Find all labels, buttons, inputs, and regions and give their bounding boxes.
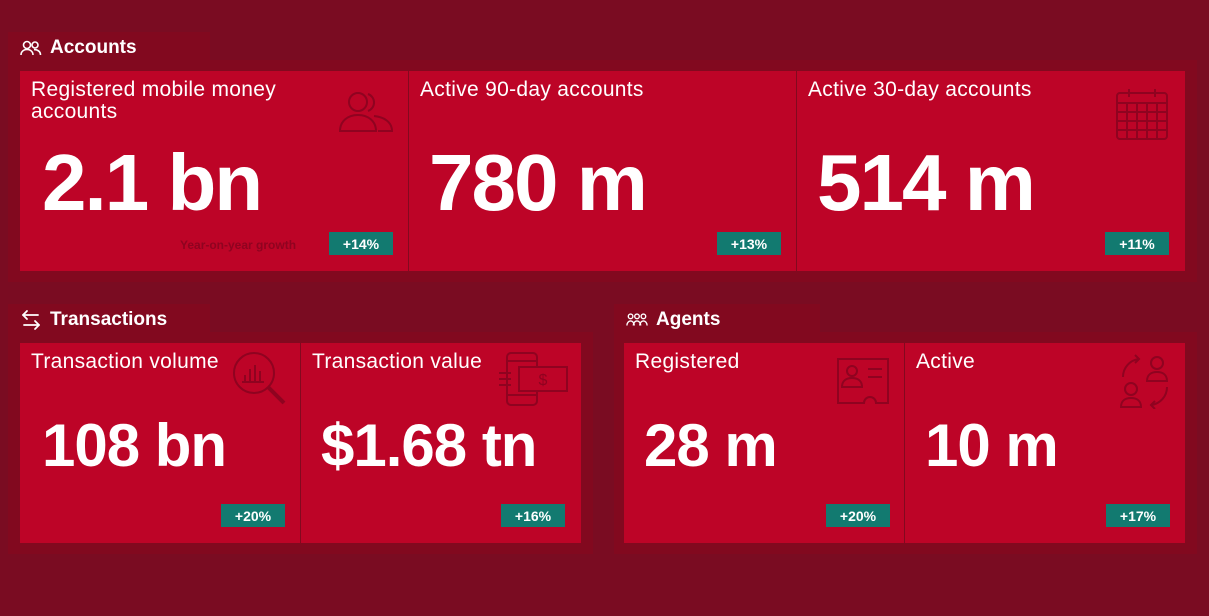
- card-value: 780 m: [429, 138, 648, 227]
- agents-section-title: Agents: [656, 309, 721, 330]
- card-title: Active 90-day accounts: [420, 78, 644, 101]
- card-registered-accounts: Registered mobile money accounts 2.1 bn …: [20, 71, 408, 271]
- growth-badge: +13%: [717, 232, 781, 255]
- swap-arrows-icon: [20, 309, 42, 331]
- accounts-section-title: Accounts: [50, 37, 137, 58]
- card-title: Active 30-day accounts: [808, 78, 1032, 101]
- card-value: 514 m: [817, 138, 1036, 227]
- card-value: 28 m: [644, 412, 778, 479]
- group-icon: [626, 309, 648, 331]
- card-title: Registered mobile money accounts: [31, 78, 277, 123]
- transactions-section-tab: Transactions: [8, 304, 210, 336]
- agents-section-tab: Agents: [614, 304, 820, 336]
- growth-label: Year-on-year growth: [180, 238, 297, 252]
- svg-text:$: $: [539, 372, 548, 389]
- card-title: Registered: [635, 350, 740, 373]
- growth-badge: +16%: [501, 504, 565, 527]
- phone-cash-icon: $: [497, 351, 569, 407]
- card-transaction-value: Transaction value $ $1.68 tn +16%: [301, 343, 581, 543]
- growth-badge: +20%: [221, 504, 285, 527]
- card-title: Transaction value: [312, 350, 483, 373]
- card-value: 10 m: [925, 412, 1059, 479]
- people-icon: [20, 37, 42, 59]
- calendar-icon: [1115, 87, 1169, 141]
- growth-badge: +20%: [826, 504, 890, 527]
- id-card-icon: [836, 357, 890, 405]
- growth-badge: +14%: [329, 232, 393, 255]
- transactions-section-title: Transactions: [50, 309, 168, 330]
- accounts-section-tab: Accounts: [8, 32, 210, 64]
- people-icon: [338, 89, 394, 133]
- card-active-90-day: Active 90-day accounts 780 m +13%: [409, 71, 796, 271]
- card-transaction-volume: Transaction volume 108 bn +20%: [20, 343, 300, 543]
- exchange-people-icon: [1117, 351, 1173, 409]
- card-registered-agents: Registered 28 m +20%: [624, 343, 904, 543]
- card-value: 108 bn: [42, 412, 227, 479]
- card-active-agents: Active 10 m +17%: [905, 343, 1185, 543]
- card-active-30-day: Active 30-day accounts 514 m +11%: [797, 71, 1185, 271]
- growth-badge: +11%: [1105, 232, 1169, 255]
- card-value: 2.1 bn: [42, 138, 263, 227]
- growth-badge: +17%: [1106, 504, 1170, 527]
- magnifier-chart-icon: [230, 349, 288, 407]
- card-title: Transaction volume: [31, 350, 219, 373]
- card-value: $1.68 tn: [321, 412, 537, 479]
- card-title: Active: [916, 350, 975, 373]
